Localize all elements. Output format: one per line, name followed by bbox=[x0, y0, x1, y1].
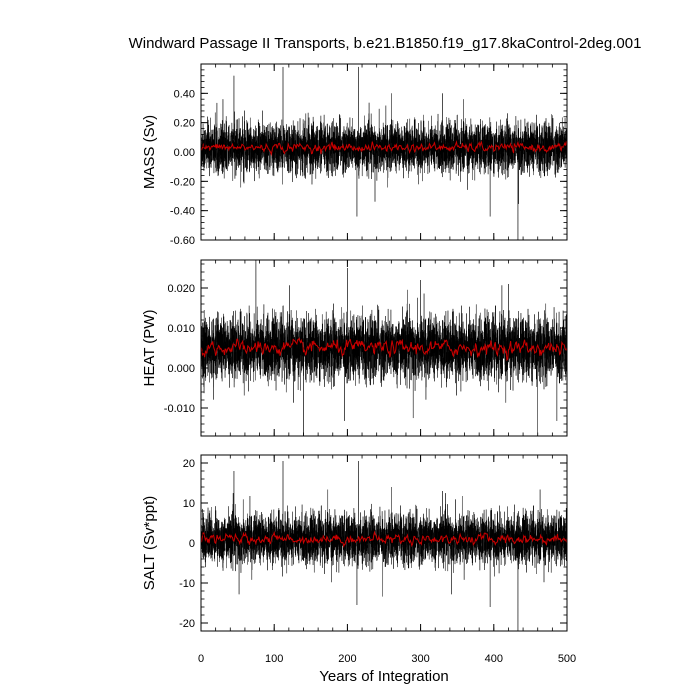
smoothed-series-line bbox=[201, 530, 567, 548]
monthly-series-line bbox=[201, 66, 567, 240]
y-tick-label: -0.010 bbox=[164, 403, 195, 415]
monthly-series-line bbox=[201, 460, 567, 631]
panel-frame bbox=[200, 259, 568, 437]
y-axis-label: MASS (Sv) bbox=[141, 115, 158, 189]
x-tick-label: 400 bbox=[485, 653, 503, 665]
y-tick-label: 0.000 bbox=[167, 363, 195, 375]
y-tick-label: 10 bbox=[183, 498, 195, 510]
y-axis-label: HEAT (PW) bbox=[141, 310, 158, 387]
y-tick-label: 0.40 bbox=[174, 88, 195, 100]
y-tick-label: 0.00 bbox=[174, 147, 195, 159]
salt-panel: -20 -10 0 10 20 SALT (Sv*ppt) 0 100 200 300 400 500 bbox=[141, 454, 576, 665]
y-tick-label: 20 bbox=[183, 458, 195, 470]
figure-title: Windward Passage II Transports, b.e21.B1… bbox=[129, 35, 642, 52]
y-tick-label: 0.020 bbox=[167, 283, 195, 295]
y-tick-label: -20 bbox=[179, 618, 195, 630]
y-tick-label: 0.20 bbox=[174, 118, 195, 130]
y-tick-label: -10 bbox=[179, 578, 195, 590]
y-tick-label: -0.60 bbox=[170, 235, 195, 247]
x-tick-label: 500 bbox=[558, 653, 576, 665]
mass-panel: -0.60 -0.40 -0.20 0.00 0.20 0.40 MASS (Sv) bbox=[141, 63, 568, 247]
y-tick-label: -0.40 bbox=[170, 206, 195, 218]
smoothed-series-line bbox=[201, 337, 567, 362]
x-axis-label: Years of Integration bbox=[319, 668, 449, 685]
y-tick-label: 0.010 bbox=[167, 323, 195, 335]
y-tick-label: -0.20 bbox=[170, 176, 195, 188]
x-tick-label: 100 bbox=[265, 653, 283, 665]
y-tick-label: 0 bbox=[189, 538, 195, 550]
x-tick-label: 300 bbox=[411, 653, 429, 665]
y-axis-label: SALT (Sv*ppt) bbox=[141, 496, 158, 590]
x-tick-label: 0 bbox=[198, 653, 204, 665]
x-tick-label: 200 bbox=[338, 653, 356, 665]
heat-panel: -0.010 0.000 0.010 0.020 HEAT (PW) bbox=[141, 259, 568, 437]
smoothed-series-line bbox=[201, 139, 567, 157]
monthly-series-line bbox=[201, 260, 567, 436]
